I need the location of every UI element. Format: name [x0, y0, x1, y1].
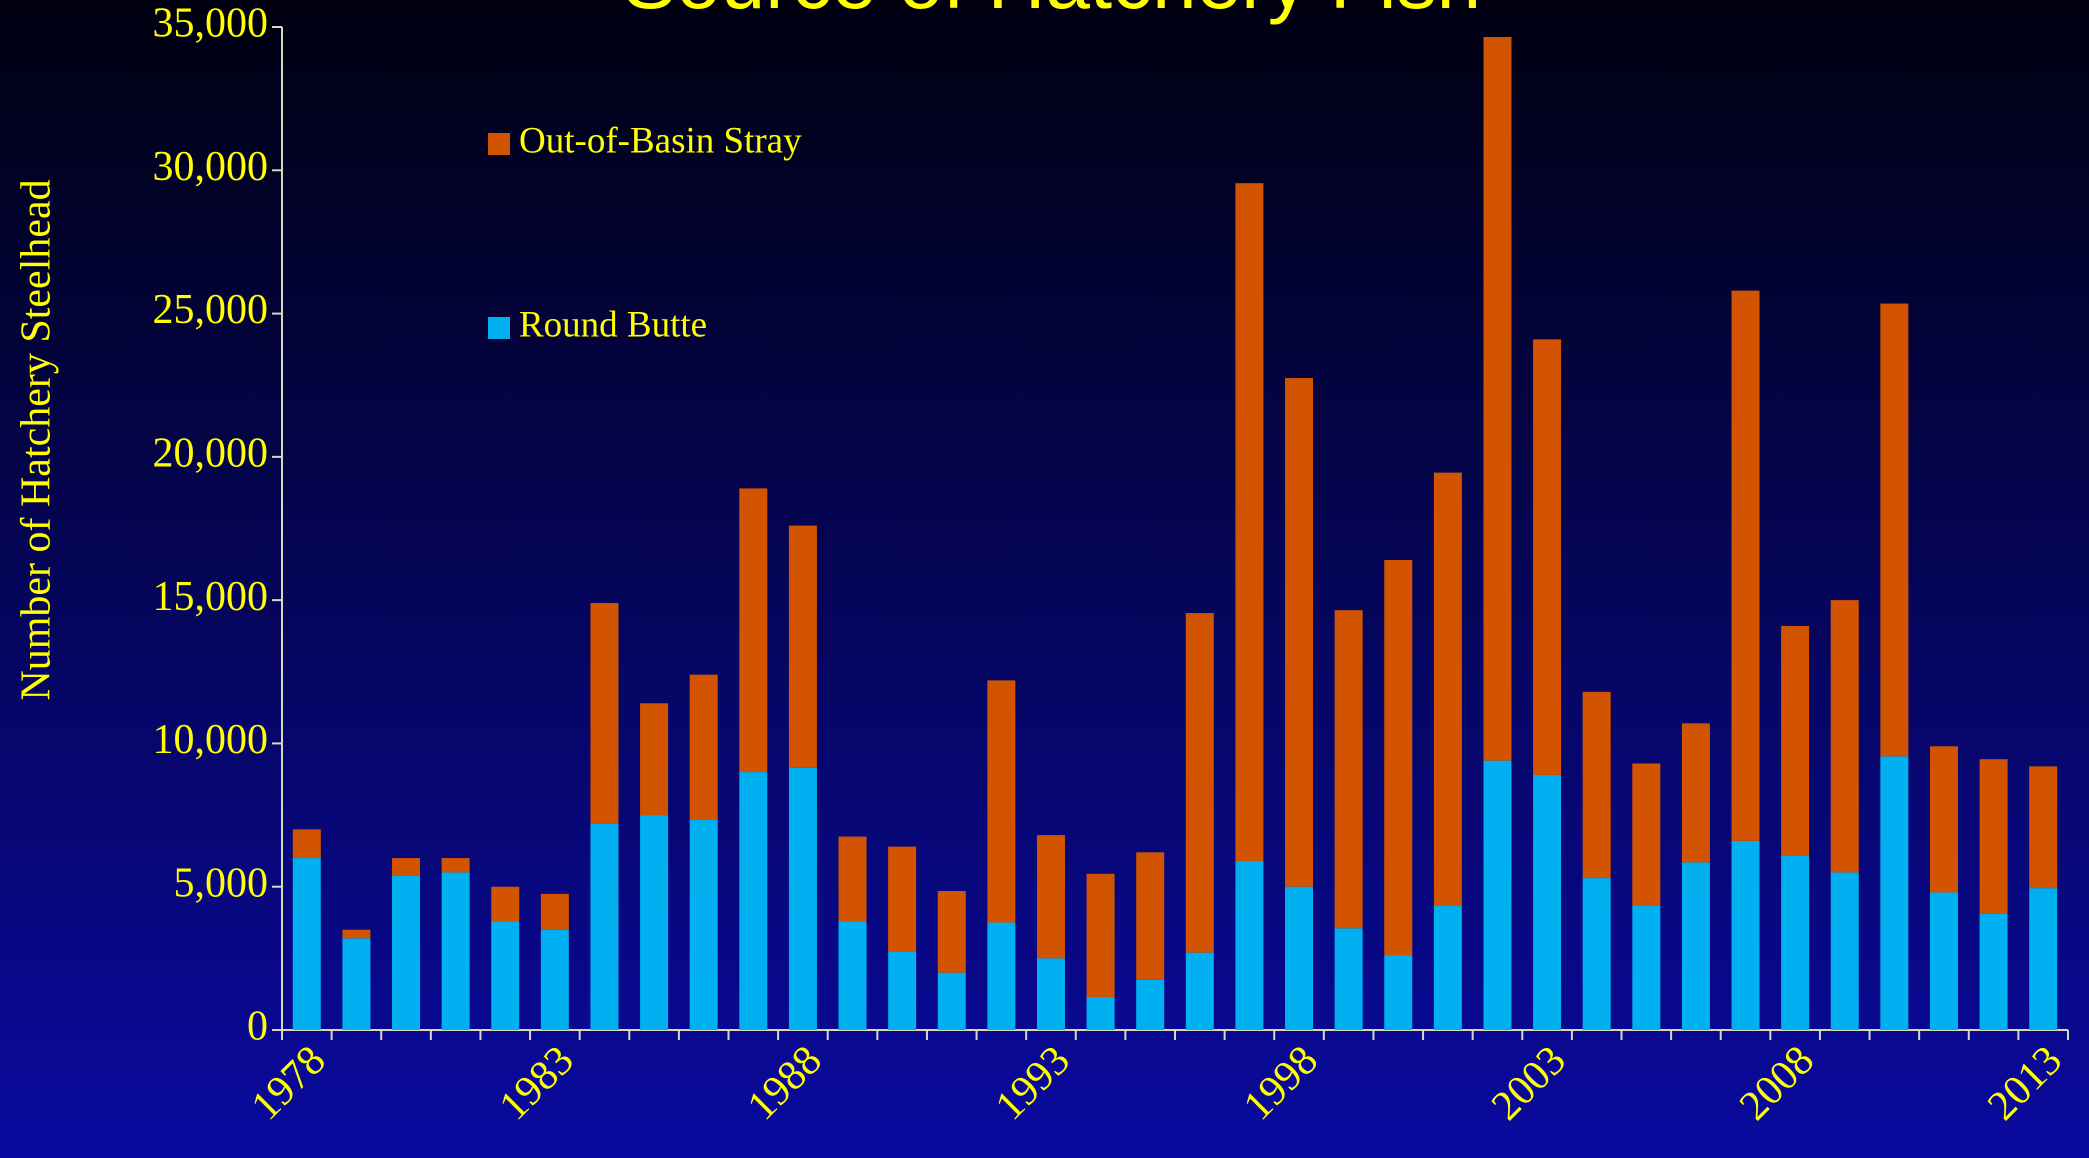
bar-segment — [1185, 613, 1214, 953]
bar-segment — [441, 858, 470, 873]
y-tick-label: 0 — [247, 1004, 268, 1050]
bar-segment — [540, 893, 569, 930]
y-tick-label: 35,000 — [153, 1, 269, 47]
chart-title: Source of Hatchery Fish — [623, 0, 1481, 25]
bar-segment — [1433, 905, 1462, 1030]
y-tick-label: 5,000 — [174, 860, 269, 906]
bar-segment — [1681, 723, 1710, 863]
bar-segment — [1582, 878, 1611, 1030]
bar-segment — [1880, 303, 1909, 757]
bar-segment — [1036, 835, 1065, 959]
bar-segment — [1384, 560, 1413, 956]
bar-segment — [1929, 892, 1958, 1030]
bar-segment — [1781, 625, 1810, 856]
bar-segment — [1384, 955, 1413, 1030]
bar-segment — [1781, 855, 1810, 1030]
y-axis-label: Number of Hatchery Steelhead — [14, 179, 60, 700]
bar-segment — [937, 891, 966, 973]
bar-segment — [1285, 886, 1314, 1030]
bar-segment — [1979, 913, 2008, 1030]
bar-segment — [1334, 610, 1363, 929]
bar-segment — [491, 886, 520, 922]
bar-segment — [540, 929, 569, 1030]
bar-segment — [1979, 759, 2008, 914]
legend-swatch — [488, 317, 510, 339]
bar-segment — [2029, 888, 2058, 1030]
legend-label: Out-of-Basin Stray — [519, 120, 802, 161]
bar-segment — [1433, 472, 1462, 906]
bar-segment — [888, 846, 917, 952]
bar-segment — [788, 767, 817, 1030]
bar-segment — [342, 938, 371, 1030]
bar-segment — [1185, 952, 1214, 1030]
bar-segment — [1483, 760, 1512, 1030]
bar-segment — [590, 603, 619, 824]
bar-segment — [1086, 873, 1115, 998]
bar-segment — [640, 703, 669, 816]
bar-segment — [392, 858, 421, 876]
bar-segment — [739, 772, 768, 1030]
bar-segment — [1830, 872, 1859, 1030]
bar-segment — [392, 875, 421, 1030]
bar-segment — [689, 674, 718, 820]
y-tick-label: 25,000 — [153, 287, 269, 333]
bar-segment — [838, 921, 867, 1030]
legend-swatch — [488, 133, 510, 155]
y-tick-label: 15,000 — [153, 574, 269, 620]
bar-segment — [937, 972, 966, 1030]
bar-segment — [1235, 860, 1264, 1030]
bar-segment — [987, 922, 1016, 1030]
bar-segment — [292, 829, 321, 859]
bar-segment — [788, 525, 817, 768]
bar-segment — [1334, 928, 1363, 1030]
y-tick-label: 10,000 — [153, 717, 269, 763]
bar-segment — [689, 819, 718, 1030]
bar-segment — [1632, 905, 1661, 1030]
bar-segment — [1681, 862, 1710, 1030]
bar-segment — [987, 680, 1016, 923]
bar-segment — [2029, 766, 2058, 889]
bar-segment — [1533, 339, 1562, 775]
y-tick-label: 30,000 — [153, 144, 269, 190]
bar-segment — [441, 872, 470, 1030]
bar-segment — [1086, 997, 1115, 1030]
bar-segment — [1731, 290, 1760, 841]
bar-segment — [888, 951, 917, 1030]
bar-segment — [739, 488, 768, 773]
bar-segment — [1582, 691, 1611, 879]
bar-segment — [1235, 183, 1264, 861]
bar-segment — [1533, 774, 1562, 1030]
bar-segment — [1036, 958, 1065, 1030]
bar-segment — [1136, 852, 1165, 980]
bar-segment — [1731, 840, 1760, 1030]
bar-segment — [1285, 378, 1314, 887]
bar-segment — [1136, 979, 1165, 1030]
bar-segment — [590, 823, 619, 1030]
bar-segment — [491, 921, 520, 1030]
bar-segment — [342, 929, 371, 939]
bar-segment — [292, 858, 321, 1030]
bar-segment — [838, 836, 867, 922]
bar-segment — [640, 815, 669, 1030]
y-tick-label: 20,000 — [153, 430, 269, 476]
bar-segment — [1830, 600, 1859, 873]
bar-segment — [1632, 763, 1661, 906]
bar-segment — [1929, 746, 1958, 893]
bar-segment — [1880, 756, 1909, 1030]
bar-segment — [1483, 37, 1512, 761]
legend-label: Round Butte — [519, 304, 707, 345]
